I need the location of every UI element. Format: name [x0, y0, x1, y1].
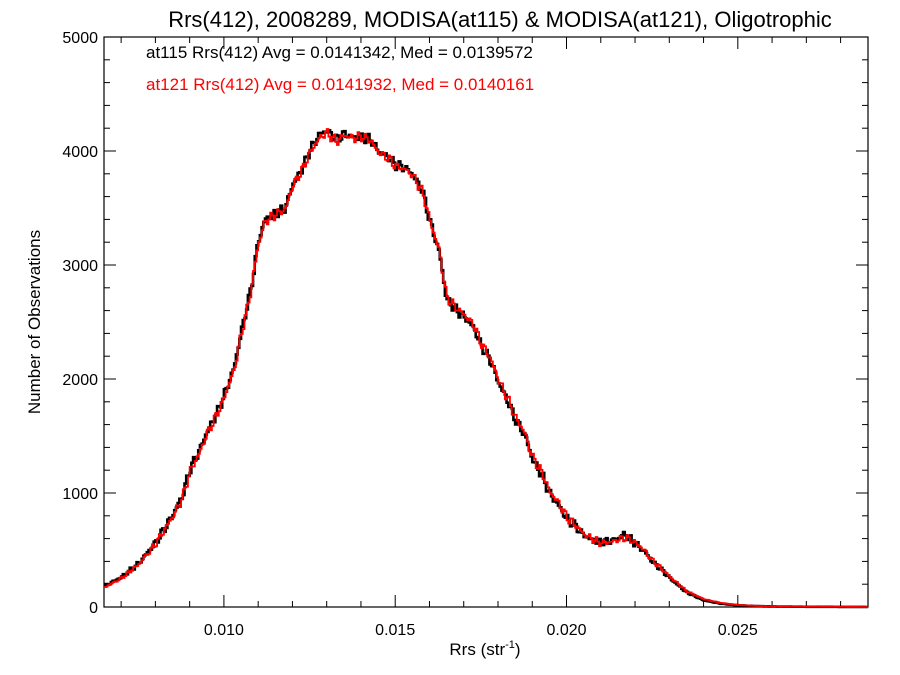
series-at115-line	[104, 128, 868, 609]
plot-border	[103, 36, 869, 608]
y-axis: 0 1000 2000 3000 4000 5000	[62, 30, 868, 617]
y-tick-label: 2000	[62, 372, 98, 389]
x-axis: 0.010 0.015 0.020 0.025	[120, 37, 842, 639]
x-axis-label: Rrs (str-1)	[449, 639, 520, 659]
y-tick-label: 4000	[62, 144, 98, 161]
y-tick-label: 5000	[62, 30, 98, 47]
x-axis-label-sup: -1	[505, 639, 515, 651]
x-tick-label: 0.010	[204, 622, 244, 639]
y-tick-label: 1000	[62, 486, 98, 503]
plot-frame	[103, 36, 869, 608]
y-tick-label: 3000	[62, 258, 98, 275]
series-group	[104, 128, 868, 609]
x-tick-label: 0.025	[718, 622, 758, 639]
chart-title: Rrs(412), 2008289, MODISA(at115) & MODIS…	[168, 7, 832, 32]
x-axis-label-main: Rrs (str	[449, 640, 505, 659]
annotation-at115: at115 Rrs(412) Avg = 0.0141342, Med = 0.…	[146, 43, 533, 62]
annotation-at121: at121 Rrs(412) Avg = 0.0141932, Med = 0.…	[146, 75, 534, 94]
y-tick-label: 0	[89, 600, 98, 617]
x-tick-label: 0.015	[375, 622, 415, 639]
x-tick-label: 0.020	[546, 622, 586, 639]
y-axis-label: Number of Observations	[25, 230, 44, 414]
x-axis-label-close: )	[515, 640, 521, 659]
series-at121-line	[104, 128, 868, 608]
